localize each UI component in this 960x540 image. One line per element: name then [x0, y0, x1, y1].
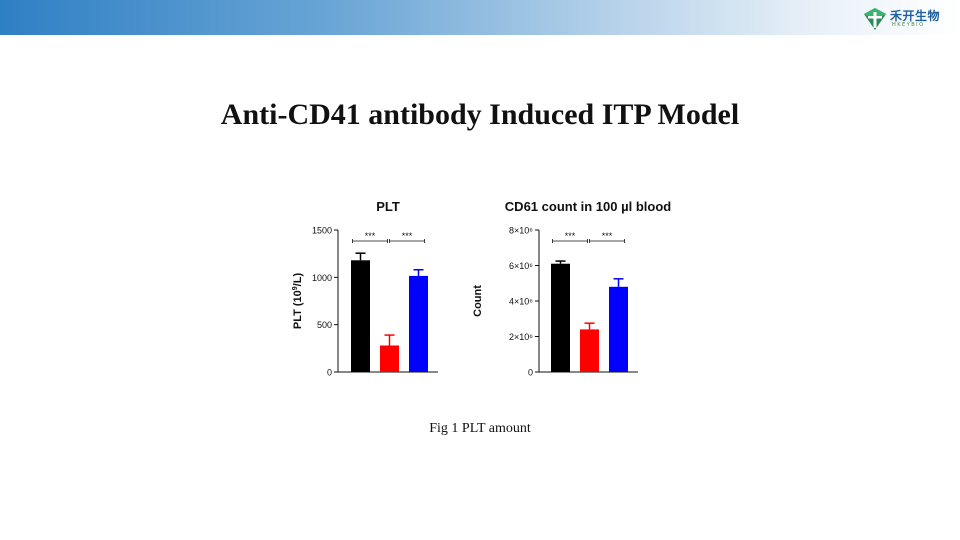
- cd61-bar-1: [551, 263, 570, 372]
- plt-bar-3: [409, 275, 428, 372]
- chart-plt-title: PLT: [376, 199, 400, 214]
- logo-subtext: HKEYBIO: [892, 22, 925, 28]
- plt-y-tick-label: 1000: [312, 273, 332, 283]
- cd61-y-tick-label: 6×10⁶: [509, 261, 533, 271]
- cd61-y-tick-label: 4×10⁶: [509, 297, 533, 307]
- plt-sig-label: ***: [365, 231, 376, 241]
- plt-bar-2: [380, 345, 399, 372]
- cd61-sig-label: ***: [602, 231, 613, 241]
- plt-y-tick-label: 1500: [312, 226, 332, 236]
- cd61-bar-3: [609, 286, 628, 372]
- logo-text: 禾开生物: [890, 9, 941, 23]
- cd61-sig-label: ***: [565, 231, 576, 241]
- company-logo: 禾开生物 HKEYBIO: [862, 6, 952, 32]
- figure-caption: Fig 1 PLT amount: [429, 421, 531, 436]
- chart-cd61-title: CD61 count in 100 µl blood: [505, 199, 671, 214]
- chart-plt-ylabel: PLT (109/L): [292, 273, 304, 330]
- plt-bar-1: [351, 260, 370, 372]
- plt-sig-label: ***: [402, 231, 413, 241]
- plt-y-tick-label: 0: [327, 368, 332, 378]
- header-band: [0, 0, 960, 35]
- cd61-y-tick-label: 2×10⁶: [509, 332, 533, 342]
- chart-cd61-ylabel: Count: [472, 285, 484, 317]
- plt-y-tick-label: 500: [317, 320, 332, 330]
- logo-leaf-icon: [864, 8, 886, 30]
- cd61-y-tick-label: 8×10⁶: [509, 226, 533, 236]
- page-title: Anti-CD41 antibody Induced ITP Model: [220, 98, 740, 131]
- cd61-bar-2: [580, 329, 599, 372]
- cd61-y-tick-label: 0: [528, 368, 533, 378]
